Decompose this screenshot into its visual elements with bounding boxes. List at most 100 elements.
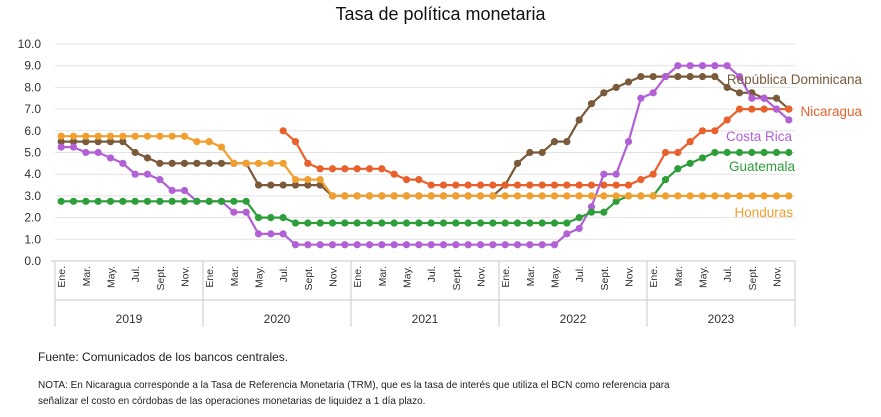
point-guatemala [143,197,152,205]
point-costa-rica [563,230,571,238]
point-honduras [686,192,694,200]
y-tick-label: 10.0 [18,37,42,51]
point-guatemala [168,197,176,205]
point-republica-dominicana [735,89,744,97]
year-label: 2021 [412,312,439,326]
point-guatemala [760,148,768,157]
point-costa-rica [452,241,460,249]
point-costa-rica [748,94,756,102]
point-guatemala [464,219,472,227]
point-honduras [476,192,485,200]
point-honduras [378,192,386,200]
year-label: 2020 [264,312,291,326]
point-costa-rica [365,241,374,249]
point-honduras [748,192,756,200]
point-republica-dominicana [526,148,534,157]
y-tick-label: 2.0 [24,211,41,225]
point-nicaragua [649,170,657,178]
x-tick-label: Ene. [648,266,660,288]
point-nicaragua [476,181,485,189]
x-tick-label: Mar. [229,266,241,286]
point-honduras [205,138,213,146]
point-republica-dominicana [575,116,583,124]
x-tick-label: Nov. [180,266,192,287]
point-honduras [538,192,546,200]
point-honduras [119,132,127,140]
point-honduras [143,132,152,140]
point-nicaragua [464,181,472,189]
point-republica-dominicana [686,72,694,81]
year-label: 2023 [708,312,735,326]
y-tick-label: 0.0 [24,254,41,268]
point-honduras [624,192,633,200]
point-guatemala [365,219,374,227]
point-guatemala [489,219,497,227]
point-republica-dominicana [217,159,226,167]
point-guatemala [452,219,460,227]
point-nicaragua [279,127,287,135]
point-costa-rica [82,148,90,157]
point-nicaragua [341,165,349,173]
point-republica-dominicana [131,148,139,157]
point-honduras [711,192,719,200]
point-honduras [304,176,312,184]
x-tick-label: Mar. [525,266,537,286]
x-tick-label: Nov. [772,266,784,287]
year-label: 2019 [116,312,143,326]
point-costa-rica [316,241,324,249]
point-honduras [328,192,337,200]
point-guatemala [119,197,127,205]
point-honduras [390,192,398,200]
point-nicaragua [661,148,670,157]
x-tick-label: May. [698,266,710,288]
point-costa-rica [489,241,497,249]
point-republica-dominicana [205,159,213,167]
point-nicaragua [526,181,534,189]
point-costa-rica [291,241,300,249]
point-nicaragua [439,181,448,189]
point-republica-dominicana [267,181,275,189]
point-costa-rica [415,241,423,249]
point-guatemala [526,219,534,227]
point-nicaragua [587,181,596,189]
point-honduras [698,192,707,200]
point-honduras [785,192,793,200]
point-honduras [106,132,115,140]
x-tick-label: Mar. [673,266,685,286]
point-nicaragua [600,181,608,189]
point-guatemala [587,208,596,216]
point-nicaragua [378,165,386,173]
x-tick-label: Ene. [352,266,364,288]
point-honduras [464,192,472,200]
point-guatemala [686,159,694,167]
point-honduras [501,192,509,200]
point-costa-rica [427,241,435,249]
point-costa-rica [254,230,263,238]
y-tick-label: 3.0 [24,189,41,203]
x-tick-label: Ene. [500,266,512,288]
x-tick-label: May. [402,266,414,288]
point-honduras [69,132,78,140]
point-honduras [291,176,300,184]
point-guatemala [402,219,411,227]
point-guatemala [612,197,620,205]
y-tick-label: 7.0 [24,102,41,116]
point-nicaragua [291,138,300,146]
x-tick-label: Ene. [56,266,68,288]
point-republica-dominicana [772,94,781,102]
point-nicaragua [612,181,620,189]
point-honduras [242,159,250,167]
point-costa-rica [143,170,152,178]
series-layer [57,62,793,249]
point-guatemala [439,219,448,227]
point-costa-rica [760,94,768,102]
point-honduras [649,192,657,200]
point-honduras [772,192,781,200]
point-guatemala [661,176,670,184]
y-tick-label: 9.0 [24,59,41,73]
point-guatemala [106,197,115,205]
point-costa-rica [785,116,793,124]
point-republica-dominicana [168,159,176,167]
point-costa-rica [501,241,509,249]
point-guatemala [723,148,731,157]
